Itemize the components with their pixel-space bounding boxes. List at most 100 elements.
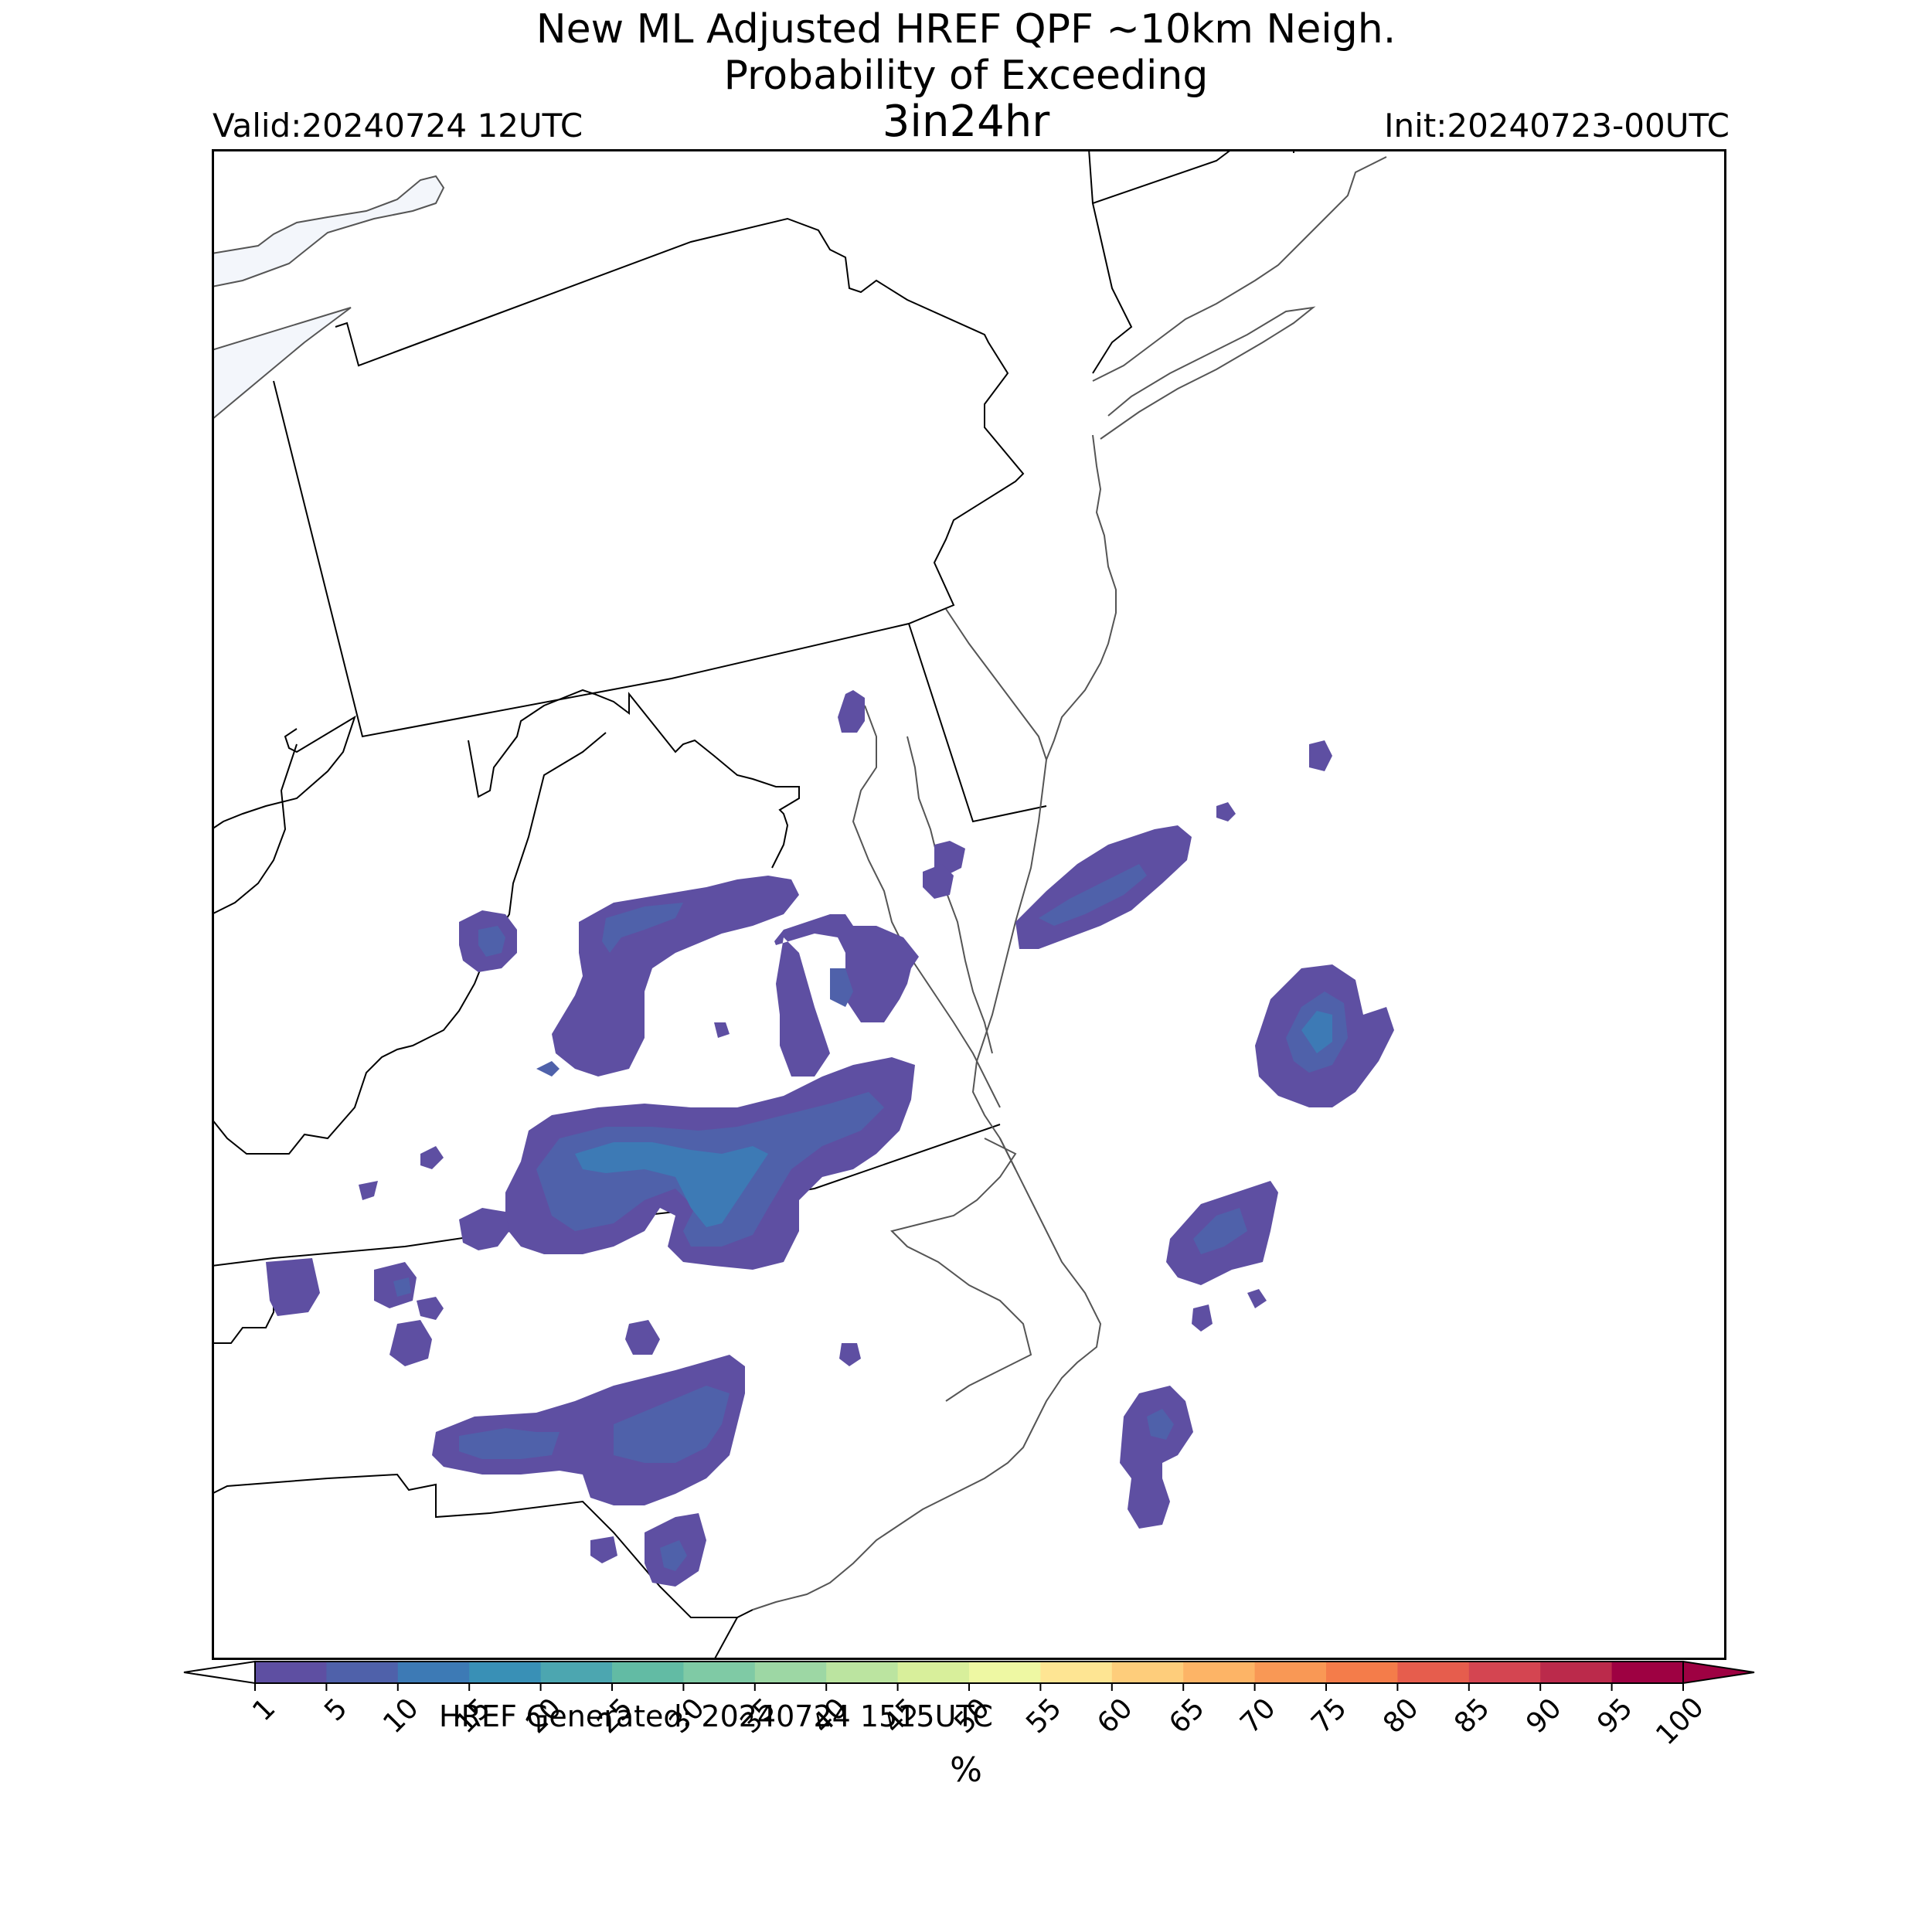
colorbar-ticks	[254, 1683, 1684, 1691]
colorbar-segment	[1326, 1662, 1398, 1683]
sc-coast	[713, 1617, 738, 1660]
colorbar-segment	[969, 1662, 1041, 1683]
colorbar-outline	[254, 1661, 1684, 1684]
prob-area	[359, 1181, 378, 1200]
prob-area	[660, 1540, 687, 1571]
colorbar-tick-label: 55	[1020, 1692, 1068, 1740]
colorbar-tick-label: 90	[1519, 1692, 1568, 1740]
colorbar-extend-high	[1682, 1660, 1755, 1685]
colorbar-tick-label: 65	[1162, 1692, 1211, 1740]
colorbar-tick-label: 80	[1377, 1692, 1425, 1740]
prob-area	[838, 690, 865, 733]
colorbar-segment	[326, 1662, 399, 1683]
wv-va	[212, 715, 356, 830]
colorbar-segment	[255, 1662, 327, 1683]
map-canvas	[212, 149, 1726, 1660]
colorbar-tick-label: 60	[1091, 1692, 1139, 1740]
prob-area	[417, 1297, 444, 1320]
prob-area	[536, 1061, 560, 1077]
ct-ri	[1088, 149, 1294, 204]
prob-area	[459, 1208, 509, 1250]
colorbar-segment	[397, 1662, 470, 1683]
nc-sc	[212, 1473, 753, 1618]
lake-ontario	[212, 175, 445, 288]
lake-erie	[212, 307, 352, 421]
title-line-1: New ML Adjusted HREF QPF ~10km Neigh.	[536, 6, 1396, 53]
prob-area	[590, 1536, 617, 1563]
prob-area	[1039, 864, 1147, 926]
chesapeake-west	[852, 705, 1001, 1108]
prob-area	[1120, 1386, 1193, 1529]
map-panel: HREF Generated: 20240724 1515UTC	[212, 149, 1726, 1733]
prob-area	[839, 1343, 861, 1366]
colorbar-segment	[683, 1662, 756, 1683]
colorbar-segment	[540, 1662, 613, 1683]
colorbar-segment	[897, 1662, 970, 1683]
prob-area	[923, 864, 954, 899]
map-frame	[212, 149, 1726, 1660]
colorbar-unit-label: %	[950, 1750, 982, 1790]
prob-area	[625, 1320, 660, 1355]
prob-area	[1309, 740, 1332, 771]
colorbar-segment	[1040, 1662, 1113, 1683]
colorbar-segment	[1183, 1662, 1256, 1683]
prob-area	[602, 903, 683, 953]
prob-area	[393, 1277, 411, 1297]
colorbar-tick-label: 70	[1234, 1692, 1282, 1740]
prob-area	[614, 1386, 730, 1463]
md-wv-va	[468, 689, 800, 869]
title-threshold: 3in24hr	[882, 97, 1050, 147]
prob-area	[1192, 1304, 1213, 1332]
prob-area	[1216, 802, 1236, 821]
wv-border	[212, 732, 607, 1155]
colorbar-segment	[1611, 1662, 1684, 1683]
generated-time-label: HREF Generated: 20240724 1515UTC	[439, 1699, 993, 1733]
ct-coast	[1092, 156, 1387, 382]
colorbar-tick-label: 1	[247, 1692, 282, 1728]
colorbar-segment	[469, 1662, 542, 1683]
colorbar-segment	[1540, 1662, 1613, 1683]
colorbar-segment	[1111, 1662, 1184, 1683]
probability-fields	[266, 690, 1394, 1587]
md-de	[908, 623, 1047, 823]
prob-area	[459, 1428, 560, 1459]
prob-area	[432, 1355, 745, 1505]
nc-coast	[752, 1138, 1102, 1611]
colorbar-tick-label: 75	[1305, 1692, 1353, 1740]
valid-time-label: Valid:20240724 12UTC	[213, 107, 583, 145]
prob-area	[389, 1320, 432, 1366]
pa-border	[273, 217, 1025, 738]
colorbar-tick-label: 95	[1591, 1692, 1639, 1740]
colorbar-segment	[1397, 1662, 1470, 1683]
colorbar-tick-label: 10	[377, 1692, 425, 1740]
prob-area	[1301, 1011, 1332, 1053]
colorbar-segment	[1254, 1662, 1327, 1683]
colorbar-extend-low	[183, 1660, 256, 1685]
colorbar-tick-label: 100	[1650, 1691, 1711, 1752]
colorbar-segment	[754, 1662, 827, 1683]
wv-ky	[212, 743, 298, 915]
prob-area	[266, 1258, 320, 1316]
prob-area	[420, 1146, 444, 1169]
prob-area	[714, 1022, 730, 1038]
colorbar-tick-label: 85	[1448, 1692, 1496, 1740]
init-time-label: Init:20240723-00UTC	[1384, 107, 1730, 145]
de-md-coast	[971, 759, 1047, 1170]
prob-area	[575, 1142, 768, 1227]
colorbar-segments	[255, 1662, 1684, 1683]
colorbar-segment	[1468, 1662, 1541, 1683]
prob-area	[478, 926, 505, 957]
ny-border	[1091, 149, 1233, 374]
long-island	[1100, 306, 1316, 440]
nj-coast	[1046, 434, 1117, 760]
pamlico-sound	[890, 1138, 1032, 1402]
colorbar-segment	[612, 1662, 684, 1683]
colorbar-tick-label: 5	[318, 1692, 354, 1728]
delaware-bay	[945, 608, 1047, 760]
prob-area	[1247, 1289, 1267, 1308]
title-line-2: Probability of Exceeding	[723, 53, 1209, 99]
prob-area	[1193, 1208, 1247, 1254]
prob-area	[830, 968, 853, 1007]
prob-area	[1147, 1409, 1174, 1440]
va-tn	[212, 1266, 274, 1344]
